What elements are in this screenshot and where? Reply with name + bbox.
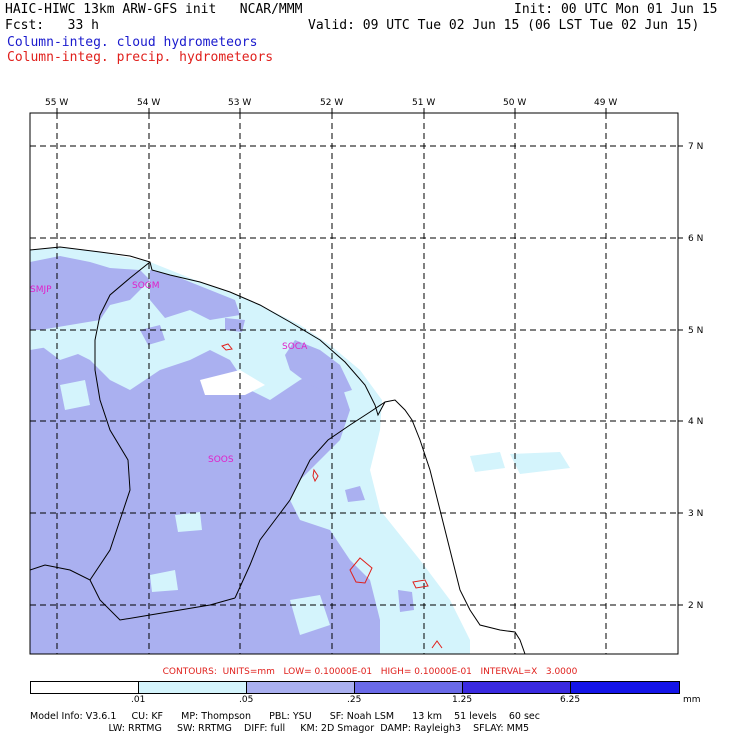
field-cloud-label: Column-integ. cloud hydrometeors [7, 35, 258, 50]
border-suriname-guyana [30, 261, 151, 581]
colorbar-bin [463, 682, 571, 693]
model-info-line2: LW: RRTMG SW: RRTMG DIFF: full KM: 2D Sm… [30, 723, 530, 734]
valid-time: Valid: 09 UTC Tue 02 Jun 15 (06 LST Tue … [308, 18, 700, 33]
forecast-hour: Fcst: 33 h [5, 18, 99, 33]
colorbar-bin [355, 682, 463, 693]
colorbar-label: 1.25 [452, 695, 473, 705]
colorbar-label: .05 [239, 695, 254, 705]
colorbar-label: 6.25 [560, 695, 581, 705]
lat-label: 6 N [688, 234, 703, 244]
colorbar-label: .25 [347, 695, 362, 705]
lon-label: 53 W [228, 98, 251, 108]
precip-contours [221, 343, 443, 649]
model-info-line1: Model Info: V3.6.1 CU: KF MP: Thompson P… [30, 711, 540, 722]
colorbar-bin [571, 682, 679, 693]
colorbar-bin [247, 682, 355, 693]
colorbar-bin [31, 682, 139, 693]
border-brazil [89, 579, 236, 621]
lat-lon-grid [30, 113, 678, 654]
lat-label: 3 N [688, 509, 703, 519]
lon-label: 51 W [412, 98, 435, 108]
map-frame [29, 112, 679, 655]
colorbar-bin [139, 682, 247, 693]
lat-label: 5 N [688, 326, 703, 336]
lat-label: 4 N [688, 417, 703, 427]
lon-label: 52 W [320, 98, 343, 108]
station-label: SOCA [282, 342, 308, 352]
coastline [30, 246, 526, 654]
contour-info: CONTOURS: UNITS=mm LOW= 0.10000E-01 HIGH… [162, 667, 578, 677]
colorbar-label: .01 [131, 695, 146, 705]
title: HAIC-HIWC 13km ARW-GFS init NCAR/MMM [5, 2, 303, 17]
fill-medium [30, 256, 150, 330]
lon-label: 55 W [45, 98, 68, 108]
lat-label: 7 N [688, 142, 703, 152]
lon-label: 50 W [503, 98, 526, 108]
colorbar [30, 681, 680, 694]
lat-label: 2 N [688, 601, 703, 611]
lon-label: 49 W [594, 98, 617, 108]
border-suriname-french-guiana [234, 401, 386, 599]
init-time: Init: 00 UTC Mon 01 Jun 15 [514, 2, 718, 17]
coastline-borders [30, 246, 526, 654]
lon-label: 54 W [137, 98, 160, 108]
hydrometeor-fill [30, 247, 570, 654]
station-label: SOOS [208, 455, 234, 465]
colorbar-unit: mm [683, 695, 701, 705]
field-precip-label: Column-integ. precip. hydrometeors [7, 50, 274, 65]
station-label: SMJP [30, 285, 52, 295]
axis-ticks [56, 108, 683, 606]
station-label: SOGM [132, 281, 160, 291]
